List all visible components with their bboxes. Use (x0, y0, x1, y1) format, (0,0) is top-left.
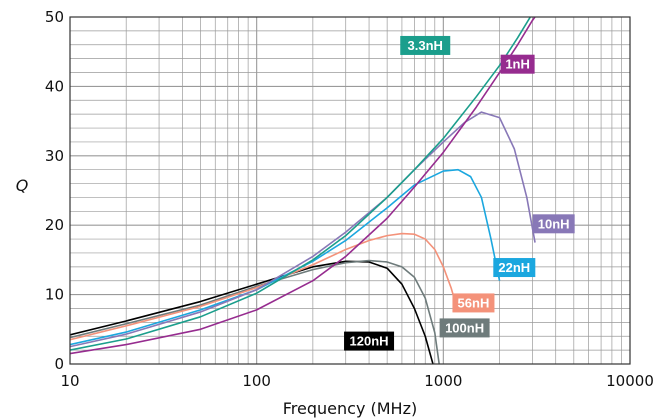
series-label-box-10nh (532, 214, 575, 234)
x-tick-label: 10000 (606, 372, 654, 390)
series-label-1nh: 1nH (505, 57, 530, 72)
y-tick-label: 0 (54, 355, 64, 373)
y-tick-label: 50 (45, 8, 64, 26)
x-tick-label: 100 (242, 372, 271, 390)
series-label-box-3-3nh (400, 35, 451, 55)
y-tick-label: 20 (45, 216, 64, 234)
x-tick-label: 10 (60, 372, 79, 390)
series-label-box-22nh (493, 258, 536, 278)
series-label-10nh: 10nH (538, 216, 570, 231)
series-label-120nh: 120nH (350, 334, 389, 349)
series-label-3-3nh: 3.3nH (408, 38, 443, 53)
series-line-22nh (70, 168, 501, 346)
y-tick-label: 40 (45, 77, 64, 95)
series-label-100nh: 100nH (445, 320, 484, 335)
grid (70, 17, 630, 364)
x-tick-labels: 10 100 1000 10000 (60, 372, 653, 390)
plot-frame (69, 16, 631, 365)
series-label-box-56nh (452, 293, 495, 313)
x-tick-label: 1000 (424, 372, 462, 390)
y-tick-label: 10 (45, 286, 64, 304)
series-label-56nh: 56nH (458, 295, 490, 310)
series-label-22nh: 22nH (498, 260, 530, 275)
series-line-100nh (70, 259, 440, 364)
series-line-1nh (70, 17, 536, 355)
series-line-56nh (70, 232, 459, 341)
y-axis-label: Q (16, 176, 29, 195)
x-axis-label: Frequency (MHz) (283, 399, 417, 418)
series-label-box-120nh (344, 331, 395, 351)
y-tick-labels: 0 10 20 30 40 50 (45, 8, 64, 373)
y-tick-label: 30 (45, 147, 64, 165)
series-line-3-3nh (70, 17, 532, 351)
series-labels: 120nH 100nH 56nH 22nH 10nH 3.3nH 1nH (344, 35, 575, 351)
series-lines (70, 17, 536, 364)
series-label-box-100nh (439, 318, 490, 338)
series-label-box-1nh (500, 54, 535, 74)
